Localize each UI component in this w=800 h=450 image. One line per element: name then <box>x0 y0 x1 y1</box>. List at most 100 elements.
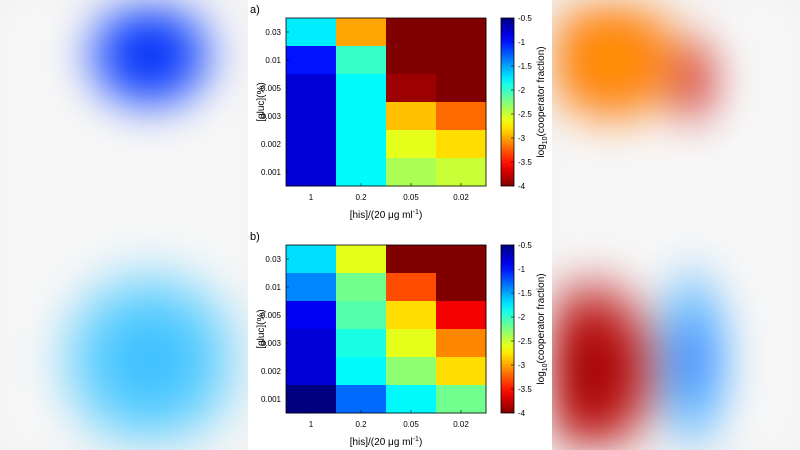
heatmap-cell <box>436 301 487 330</box>
heatmap-cell <box>436 329 487 358</box>
heatmap-cell <box>286 102 337 131</box>
heatmap-frame <box>285 244 487 414</box>
heatmap-cell <box>436 46 487 75</box>
heatmap-cell <box>386 273 437 302</box>
colorbar <box>500 17 515 187</box>
heatmap-cell <box>436 245 487 274</box>
panel-label: a) <box>250 4 260 16</box>
x-tick-label: 0.2 <box>355 420 367 429</box>
heatmap-cell <box>386 102 437 131</box>
heatmap-cell <box>436 357 487 386</box>
colorbar-tick-label: -3.5 <box>518 158 532 167</box>
heatmap-cell <box>286 273 337 302</box>
heatmap-cell <box>336 158 387 187</box>
heatmap-cell <box>336 301 387 330</box>
blurred-background-left <box>0 0 248 450</box>
heatmap-cell <box>436 130 487 159</box>
colorbar-tick-label: -2 <box>518 86 526 95</box>
heatmap-figure: a) 0.03 0.01 0.005 0.003 0.002 0.001 1 0.2 0.05 0.… <box>250 4 549 448</box>
y-axis-label: [gluc](%) <box>256 309 267 348</box>
x-tick-label: 1 <box>309 193 314 202</box>
colorbar-tick-label: -4 <box>518 409 526 418</box>
colorbar-tick-label: -2 <box>518 313 526 322</box>
colorbar-tick-label: -0.5 <box>518 241 532 250</box>
y-tick-label: 0.03 <box>265 28 281 37</box>
y-tick-label: 0.002 <box>261 367 282 376</box>
heatmap-cell <box>386 74 437 103</box>
heatmap-cell <box>386 18 437 47</box>
heatmap-cell <box>386 158 437 187</box>
colorbar-tick-label: -2.5 <box>518 337 532 346</box>
colorbar-tick-label: -3.5 <box>518 385 532 394</box>
panel-label: b) <box>250 231 260 243</box>
colorbar-tick-label: -1.5 <box>518 62 532 71</box>
heatmap-cell <box>386 245 437 274</box>
heatmap-frame <box>285 17 487 187</box>
heatmap-cell <box>436 158 487 187</box>
heatmap-cell <box>286 385 337 414</box>
heatmap-cell <box>386 329 437 358</box>
colorbar <box>500 244 515 414</box>
heatmap-panel-2: b) 0.03 0.01 0.005 0.003 0.002 0.001 1 0.2 0.05 0.… <box>250 231 549 448</box>
colorbar-tick-label: -3 <box>518 361 526 370</box>
heatmap-cell <box>286 18 337 47</box>
heatmap-cell <box>386 357 437 386</box>
heatmap-cell <box>286 130 337 159</box>
y-tick-label: 0.002 <box>261 140 282 149</box>
heatmap-cell <box>336 357 387 386</box>
y-tick-label: 0.005 <box>261 311 282 320</box>
x-tick-label: 0.2 <box>355 193 367 202</box>
heatmap-cell <box>336 46 387 75</box>
colorbar-tick-label: -4 <box>518 182 526 191</box>
colorbar-tick-label: -1 <box>518 38 526 47</box>
colorbar-tick-label: -1 <box>518 265 526 274</box>
heatmap-cell <box>286 245 337 274</box>
x-tick-label: 0.05 <box>403 193 419 202</box>
heatmap-cell <box>336 329 387 358</box>
heatmap-cell <box>286 46 337 75</box>
colorbar-tick-label: -2.5 <box>518 110 532 119</box>
x-tick-label: 0.05 <box>403 420 419 429</box>
heatmap-cell <box>386 46 437 75</box>
heatmap-cell <box>386 385 437 414</box>
heatmap-cell <box>336 245 387 274</box>
y-tick-label: 0.001 <box>261 168 282 177</box>
heatmap-cell <box>436 74 487 103</box>
heatmap-cell <box>336 273 387 302</box>
x-tick-label: 0.02 <box>453 420 469 429</box>
colorbar-tick-label: -3 <box>518 134 526 143</box>
heatmap-cell <box>436 18 487 47</box>
heatmap-cell <box>436 385 487 414</box>
colorbar-label: log10(cooperator fraction) <box>536 46 549 157</box>
y-tick-label: 0.01 <box>265 283 281 292</box>
heatmap-cell <box>336 130 387 159</box>
y-tick-label: 0.001 <box>261 395 282 404</box>
heatmap-cell <box>336 18 387 47</box>
heatmap-cell <box>286 158 337 187</box>
y-tick-label: 0.003 <box>261 339 282 348</box>
heatmap-cell <box>386 130 437 159</box>
heatmap-cell <box>436 273 487 302</box>
heatmap-panel-1: a) 0.03 0.01 0.005 0.003 0.002 0.001 1 0.2 0.05 0.… <box>250 4 549 221</box>
y-tick-label: 0.003 <box>261 112 282 121</box>
heatmap-cell <box>336 74 387 103</box>
heatmap-cell <box>286 301 337 330</box>
x-tick-label: 1 <box>309 420 314 429</box>
colorbar-tick-label: -1.5 <box>518 289 532 298</box>
heatmap-cell <box>286 74 337 103</box>
y-tick-label: 0.03 <box>265 255 281 264</box>
heatmap-cell <box>386 301 437 330</box>
x-tick-label: 0.02 <box>453 193 469 202</box>
heatmap-cell <box>436 102 487 131</box>
y-axis-label: [gluc](%) <box>256 82 267 121</box>
heatmap-cell <box>286 357 337 386</box>
heatmap-cell <box>286 329 337 358</box>
heatmap-cell <box>336 102 387 131</box>
blurred-background-right <box>552 0 800 450</box>
y-tick-label: 0.005 <box>261 84 282 93</box>
colorbar-tick-label: -0.5 <box>518 14 532 23</box>
heatmap-cell <box>336 385 387 414</box>
x-axis-label: [his]/(20 μg ml-1) <box>350 209 423 221</box>
y-tick-label: 0.01 <box>265 56 281 65</box>
x-axis-label: [his]/(20 μg ml-1) <box>350 436 423 448</box>
